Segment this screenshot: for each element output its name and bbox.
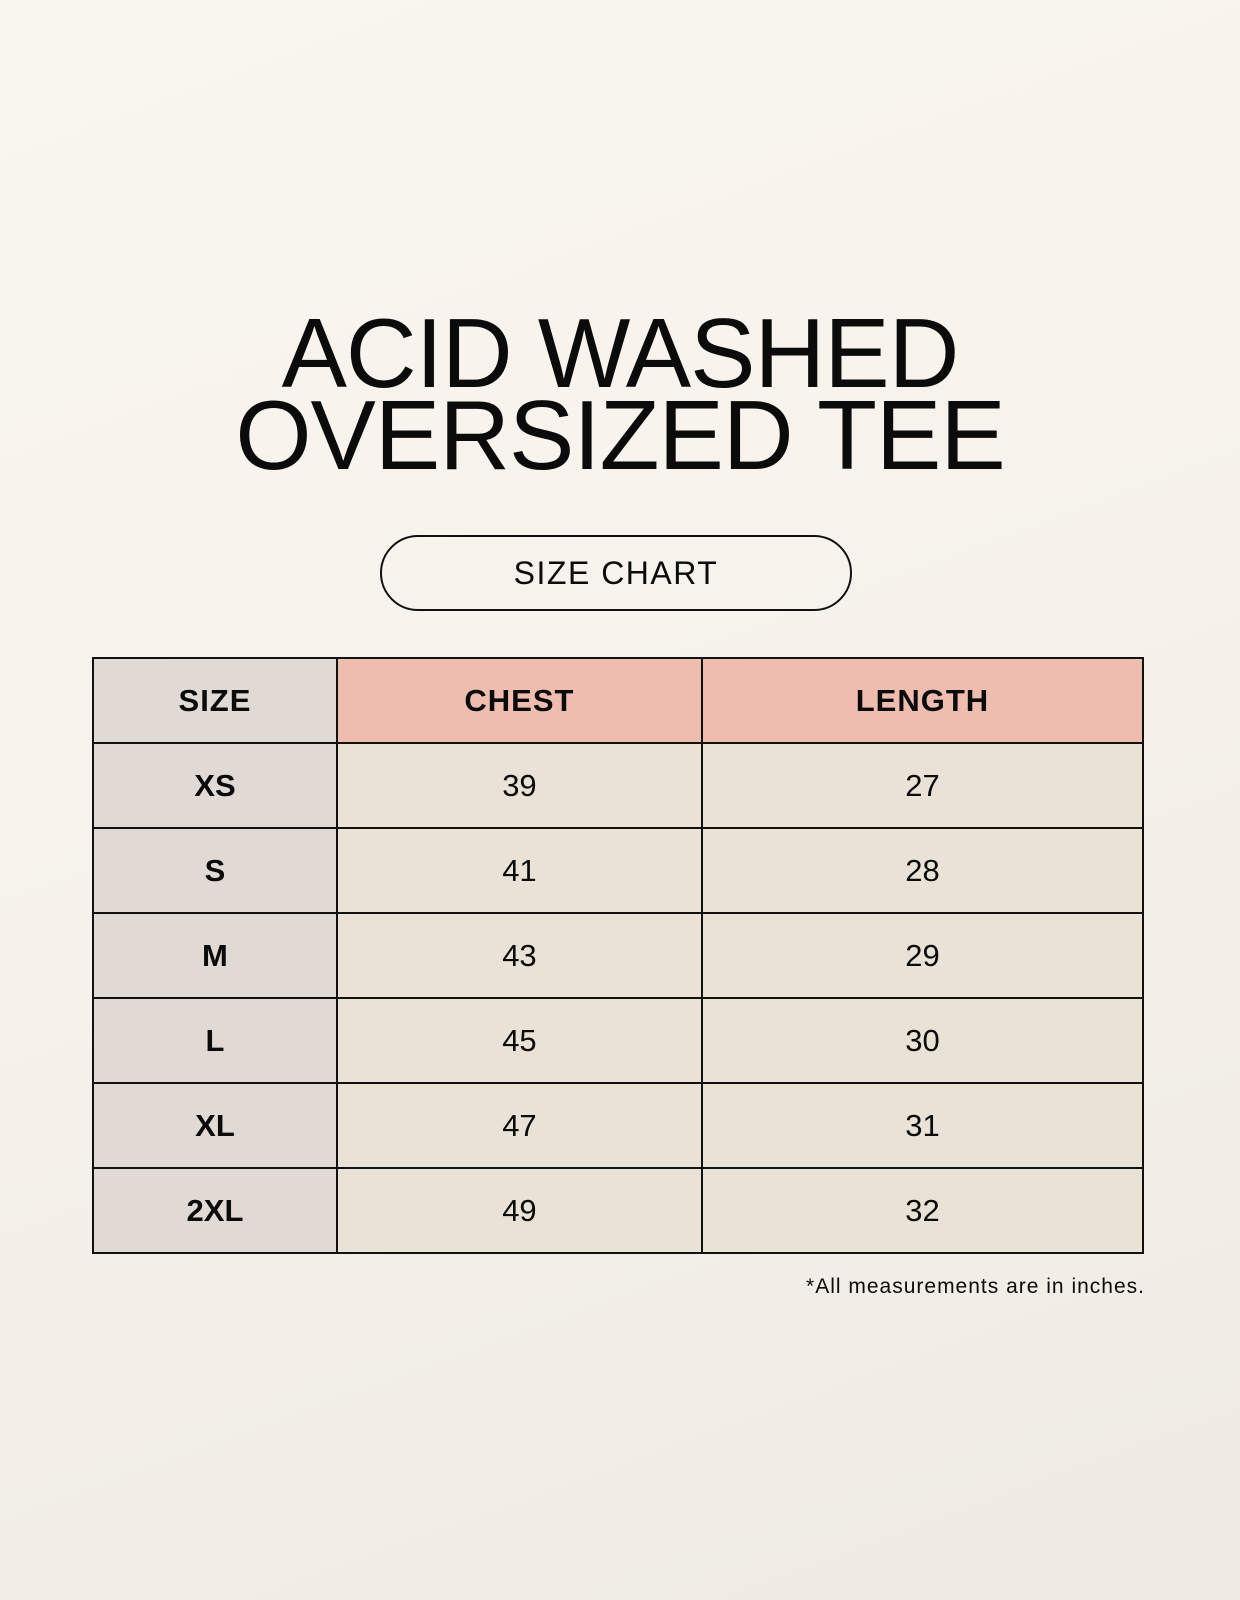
chest-cell: 49 xyxy=(335,1167,703,1254)
header-chest: CHEST xyxy=(335,657,703,744)
size-cell: M xyxy=(92,912,338,999)
table-row: XL 47 31 xyxy=(92,1082,1145,1169)
chest-cell: 41 xyxy=(335,827,703,914)
chest-cell: 47 xyxy=(335,1082,703,1169)
size-cell: 2XL xyxy=(92,1167,338,1254)
length-cell: 32 xyxy=(700,1167,1145,1254)
size-cell: XS xyxy=(92,742,338,829)
size-cell: XL xyxy=(92,1082,338,1169)
length-cell: 31 xyxy=(700,1082,1145,1169)
table-header-row: SIZE CHEST LENGTH xyxy=(92,657,1145,744)
length-cell: 28 xyxy=(700,827,1145,914)
footnote: *All measurements are in inches. xyxy=(806,1275,1145,1298)
size-chart-badge: SIZE CHART xyxy=(380,535,852,611)
table-row: XS 39 27 xyxy=(92,742,1145,829)
size-table: SIZE CHEST LENGTH XS 39 27 S 41 28 M 43 29 L 45 30 X… xyxy=(92,657,1145,1254)
header-size: SIZE xyxy=(92,657,338,744)
length-cell: 29 xyxy=(700,912,1145,999)
chest-cell: 43 xyxy=(335,912,703,999)
table-row: 2XL 49 32 xyxy=(92,1167,1145,1254)
title-line-1: ACID WASHED xyxy=(281,298,960,408)
chest-cell: 39 xyxy=(335,742,703,829)
size-cell: S xyxy=(92,827,338,914)
chest-cell: 45 xyxy=(335,997,703,1084)
title-line-2: OVERSIZED TEE xyxy=(235,380,1005,490)
header-length: LENGTH xyxy=(700,657,1145,744)
size-cell: L xyxy=(92,997,338,1084)
table-row: S 41 28 xyxy=(92,827,1145,914)
length-cell: 27 xyxy=(700,742,1145,829)
length-cell: 30 xyxy=(700,997,1145,1084)
table-row: M 43 29 xyxy=(92,912,1145,999)
table-row: L 45 30 xyxy=(92,997,1145,1084)
page-title: ACID WASHED OVERSIZED TEE xyxy=(0,298,1240,490)
